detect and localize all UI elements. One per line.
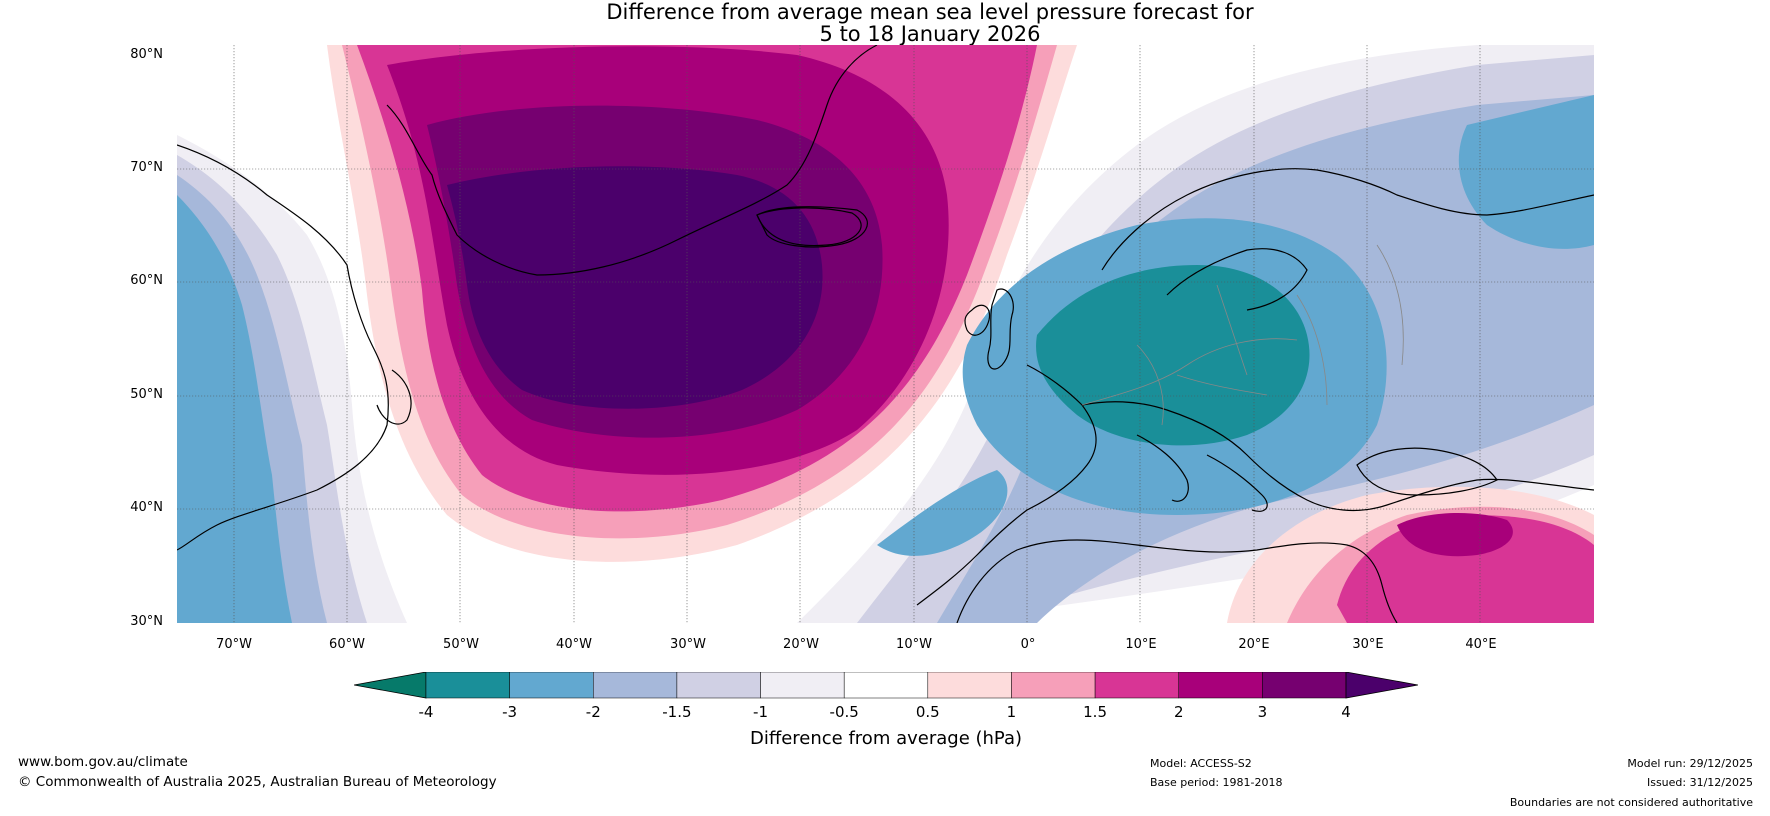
colorbar-tick-label: -4 bbox=[418, 703, 434, 721]
model-text: Model: ACCESS-S2 bbox=[1150, 757, 1252, 770]
colorbar-tick-label: 2 bbox=[1173, 703, 1184, 721]
colorbar-segment bbox=[927, 671, 1012, 699]
lon-label-70w: 70°W bbox=[216, 637, 252, 652]
colorbar-segment bbox=[425, 671, 510, 699]
colorbar-tick-label: -0.5 bbox=[829, 703, 859, 721]
pressure-anomaly-map bbox=[177, 45, 1594, 623]
colorbar-tick-label: -1.5 bbox=[662, 703, 692, 721]
colorbar-segment bbox=[1094, 671, 1179, 699]
base-period-text: Base period: 1981-2018 bbox=[1150, 776, 1283, 789]
western-negative-anomaly bbox=[177, 135, 407, 623]
lon-label-10w: 10°W bbox=[896, 637, 932, 652]
colorbar-tick-label: 0.5 bbox=[915, 703, 940, 721]
lon-label-40e: 40°E bbox=[1465, 637, 1497, 652]
colorbar-segment bbox=[509, 671, 594, 699]
lon-label-20e: 20°E bbox=[1238, 637, 1270, 652]
disclaimer-text: Boundaries are not considered authoritat… bbox=[1509, 796, 1753, 809]
lon-label-20w: 20°W bbox=[783, 637, 819, 652]
colorbar-segment bbox=[593, 671, 678, 699]
colorbar-label: Difference from average (hPa) bbox=[749, 728, 1023, 749]
north-atlantic-positive-anomaly bbox=[327, 45, 1077, 562]
lon-label-30e: 30°E bbox=[1352, 637, 1384, 652]
copyright-text: © Commonwealth of Australia 2025, Austra… bbox=[18, 774, 497, 790]
lat-label-30n: 30°N bbox=[130, 614, 163, 629]
colorbar-segment bbox=[1178, 671, 1263, 699]
lat-label-50n: 50°N bbox=[130, 387, 163, 402]
colorbar-tick-label: -1 bbox=[753, 703, 769, 721]
colorbar-segment bbox=[1011, 671, 1096, 699]
colorbar-tick-label: -2 bbox=[585, 703, 601, 721]
colorbar bbox=[353, 671, 1419, 702]
lat-label-70n: 70°N bbox=[130, 160, 163, 175]
website-link[interactable]: www.bom.gov.au/climate bbox=[18, 754, 188, 770]
lon-label-40w: 40°W bbox=[556, 637, 592, 652]
map-graticule bbox=[177, 45, 1594, 623]
colorbar-segment bbox=[1262, 671, 1347, 699]
map-title-line-1: Difference from average mean sea level p… bbox=[606, 0, 1254, 24]
lat-label-80n: 80°N bbox=[130, 47, 163, 62]
east-mediterranean-positive-anomaly bbox=[1227, 486, 1594, 623]
colorbar-tick-label: 4 bbox=[1341, 703, 1351, 721]
colorbar-tick-label: 1.5 bbox=[1083, 703, 1107, 721]
lon-label-30w: 30°W bbox=[670, 637, 706, 652]
lon-label-60w: 60°W bbox=[329, 637, 365, 652]
colorbar-segment bbox=[843, 671, 929, 699]
lat-label-60n: 60°N bbox=[130, 273, 163, 288]
colorbar-tick-label: -3 bbox=[502, 703, 518, 721]
issued-text: Issued: 31/12/2025 bbox=[1646, 776, 1753, 789]
coastlines bbox=[177, 45, 1594, 623]
lon-label-10e: 10°E bbox=[1125, 637, 1157, 652]
country-boundaries bbox=[1081, 244, 1404, 426]
colorbar-tick-label: 1 bbox=[1006, 703, 1017, 721]
colorbar-arrow-right bbox=[1345, 671, 1419, 699]
lat-label-40n: 40°N bbox=[130, 500, 163, 515]
colorbar-arrow-left bbox=[353, 671, 427, 699]
colorbar-segment bbox=[676, 671, 761, 699]
lon-label-0: 0° bbox=[1020, 637, 1036, 652]
colorbar-tick-label: 3 bbox=[1257, 703, 1268, 721]
map-title-line-2: 5 to 18 January 2026 bbox=[819, 22, 1041, 46]
colorbar-segment bbox=[760, 671, 845, 699]
model-run-text: Model run: 29/12/2025 bbox=[1627, 757, 1753, 770]
europe-negative-anomaly bbox=[797, 45, 1594, 623]
lon-label-50w: 50°W bbox=[443, 637, 479, 652]
